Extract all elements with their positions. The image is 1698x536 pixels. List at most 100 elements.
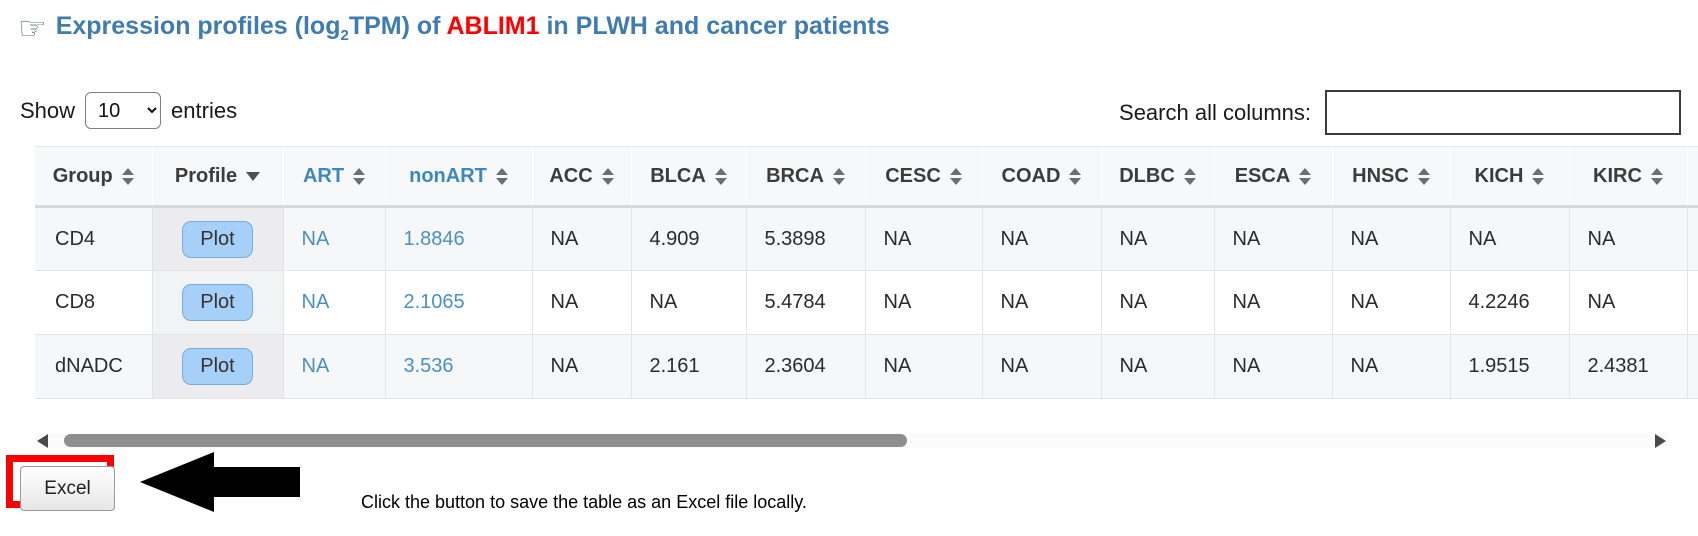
column-header-cesc[interactable]: CESC bbox=[864, 146, 982, 208]
arrow-tail bbox=[214, 467, 300, 497]
value-link[interactable]: 1.8846 bbox=[403, 227, 465, 250]
column-header-nonart[interactable]: nonART bbox=[384, 146, 532, 208]
scrollbar-thumb[interactable] bbox=[64, 434, 907, 447]
group-cell: dNADC bbox=[35, 334, 152, 399]
column-label: COAD bbox=[1001, 164, 1061, 187]
sort-icon bbox=[353, 167, 366, 185]
sort-icon bbox=[601, 167, 614, 185]
nonart-cell: 1.8846 bbox=[384, 206, 532, 271]
column-label: KIRC bbox=[1593, 164, 1642, 187]
sort-icon bbox=[949, 167, 962, 185]
column-header-esca[interactable]: ESCA bbox=[1213, 146, 1332, 208]
table-row-dnadc: dNADC Plot NA 3.536 NA 2.161 2.3604 NA N… bbox=[35, 334, 1698, 399]
sort-icon bbox=[1417, 167, 1430, 185]
value-cell: NA bbox=[1213, 206, 1332, 271]
gene-name: ABLIM1 bbox=[446, 12, 540, 40]
value-cell: NA bbox=[1100, 334, 1214, 399]
table-row-cd8: CD8 Plot NA 2.1065 NA NA 5.4784 NA NA NA… bbox=[35, 270, 1698, 335]
show-label: Show bbox=[20, 97, 76, 123]
search-input[interactable] bbox=[1325, 90, 1681, 135]
value-cell: NA bbox=[531, 206, 631, 271]
page-length-control: Show 10 entries bbox=[20, 92, 237, 129]
column-header-group[interactable]: Group bbox=[35, 146, 152, 208]
value-link[interactable]: 3.536 bbox=[403, 355, 454, 377]
title-pre: Expression profiles (log bbox=[55, 12, 341, 40]
entries-label: entries bbox=[171, 97, 238, 123]
nonart-cell: 3.536 bbox=[384, 334, 532, 399]
value-cell: NA bbox=[531, 334, 631, 399]
value-cell: 2.161 bbox=[630, 334, 746, 399]
value-link[interactable]: 2.1065 bbox=[403, 291, 465, 313]
sort-icon bbox=[1183, 167, 1196, 185]
value-cell: NA bbox=[1331, 270, 1450, 335]
value-cell: NA bbox=[981, 334, 1101, 399]
column-header-kirc[interactable]: KIRC bbox=[1568, 146, 1687, 208]
value-cell: NA bbox=[531, 270, 631, 335]
column-label: Profile bbox=[174, 164, 238, 187]
column-label: ESCA bbox=[1234, 164, 1291, 187]
column-header-profile[interactable]: Profile bbox=[151, 146, 283, 208]
column-label: nonART bbox=[409, 164, 487, 187]
group-cell: CD4 bbox=[35, 206, 152, 271]
sort-icon bbox=[1650, 167, 1663, 185]
title-subscript: 2 bbox=[340, 27, 349, 44]
value-cell: 2.3604 bbox=[745, 334, 865, 399]
column-header-art[interactable]: ART bbox=[282, 146, 385, 208]
profile-cell: Plot bbox=[151, 334, 283, 399]
column-header-brca[interactable]: BRCA bbox=[745, 146, 865, 208]
column-header-blca[interactable]: BLCA bbox=[630, 146, 746, 208]
page-header: ☞ Expression profiles (log2TPM) of ABLIM… bbox=[18, 12, 890, 44]
scroll-right-icon[interactable] bbox=[1655, 434, 1666, 448]
horizontal-scrollbar[interactable] bbox=[35, 433, 1668, 448]
column-header-dlbc[interactable]: DLBC bbox=[1100, 146, 1214, 208]
value-cell: 4.2246 bbox=[1449, 270, 1569, 335]
column-label: DLBC bbox=[1119, 164, 1175, 187]
column-label: Group bbox=[52, 164, 113, 187]
arrow-head bbox=[140, 452, 214, 512]
profile-cell: Plot bbox=[151, 270, 283, 335]
title-post-sub: TPM) of bbox=[348, 12, 447, 40]
value-cell: 4.909 bbox=[630, 206, 746, 271]
value-link[interactable]: NA bbox=[301, 227, 330, 250]
partial-cell bbox=[1686, 334, 1698, 399]
plot-button[interactable]: Plot bbox=[182, 220, 253, 258]
value-cell: NA bbox=[1331, 334, 1450, 399]
column-header-acc[interactable]: ACC bbox=[531, 146, 631, 208]
column-header-hnsc[interactable]: HNSC bbox=[1331, 146, 1450, 208]
expression-table: Group Profile ART nonART ACC BLCA BRCA C… bbox=[35, 146, 1698, 399]
expression-table-container[interactable]: Group Profile ART nonART ACC BLCA BRCA C… bbox=[35, 146, 1698, 399]
plot-button[interactable]: Plot bbox=[182, 284, 253, 321]
scroll-left-icon[interactable] bbox=[37, 434, 48, 448]
column-header-partial bbox=[1686, 146, 1698, 208]
column-label: CESC bbox=[885, 164, 941, 187]
group-cell: CD8 bbox=[35, 270, 152, 335]
sort-icon bbox=[495, 167, 508, 185]
value-cell: NA bbox=[1100, 270, 1214, 335]
column-label: HNSC bbox=[1352, 164, 1409, 187]
value-cell: NA bbox=[981, 270, 1101, 335]
export-caption: Click the button to save the table as an… bbox=[361, 492, 807, 512]
art-cell: NA bbox=[282, 206, 385, 271]
value-cell: NA bbox=[1449, 206, 1569, 271]
partial-cell bbox=[1686, 206, 1698, 271]
column-label: ACC bbox=[549, 164, 593, 187]
value-link[interactable]: NA bbox=[301, 355, 330, 377]
value-cell: NA bbox=[1213, 334, 1332, 399]
value-link[interactable]: NA bbox=[301, 291, 330, 313]
value-cell: 5.4784 bbox=[745, 270, 865, 335]
page-size-select[interactable]: 10 bbox=[85, 92, 162, 129]
value-cell: NA bbox=[630, 270, 746, 335]
column-header-kich[interactable]: KICH bbox=[1449, 146, 1569, 208]
value-cell: 2.4381 bbox=[1568, 334, 1687, 399]
value-cell: NA bbox=[981, 206, 1101, 271]
column-header-coad[interactable]: COAD bbox=[981, 146, 1101, 208]
sort-icon bbox=[1532, 167, 1545, 185]
value-cell: NA bbox=[1568, 206, 1687, 271]
excel-button[interactable]: Excel bbox=[20, 466, 115, 511]
value-cell: NA bbox=[1568, 270, 1687, 335]
value-cell: NA bbox=[864, 270, 982, 335]
art-cell: NA bbox=[282, 270, 385, 335]
value-cell: NA bbox=[864, 334, 982, 399]
title-rest: in PLWH and cancer patients bbox=[539, 12, 890, 40]
plot-button[interactable]: Plot bbox=[182, 348, 253, 385]
